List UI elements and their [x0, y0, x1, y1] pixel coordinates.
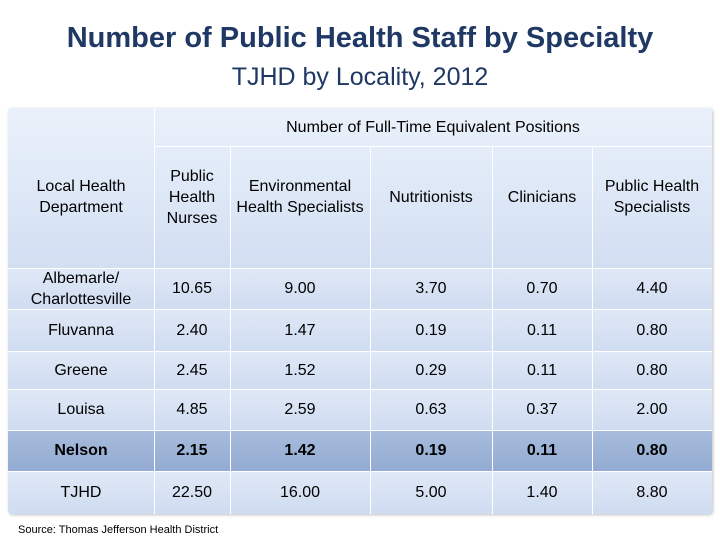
- page-title: Number of Public Health Staff by Special…: [66, 22, 654, 54]
- table-cell: 8.80: [636, 484, 668, 501]
- column-header: Clinicians: [507, 188, 577, 206]
- column-header: Public Health Specialists: [604, 178, 700, 216]
- table-cell: 4.85: [176, 401, 208, 418]
- group-header: Number of Full-Time Equivalent Positions: [286, 118, 580, 136]
- table-cell: 22.50: [171, 484, 213, 501]
- column-header: Environmental Health Specialists: [236, 178, 364, 216]
- table-cell: 2.45: [176, 361, 208, 379]
- column-header: Nutritionists: [389, 188, 473, 206]
- column-divider: [230, 146, 231, 514]
- table-row-band: [8, 309, 712, 351]
- row-name: Louisa: [57, 401, 105, 418]
- table-cell: 2.40: [176, 321, 208, 339]
- table-cell: 1.42: [284, 442, 316, 459]
- row-name: Greene: [54, 361, 108, 379]
- table-cell: 0.19: [415, 321, 447, 339]
- table-row-band: [8, 268, 712, 309]
- row-name: Albemarle/ Charlottesville: [30, 269, 132, 308]
- table-cell: 2.59: [284, 401, 316, 418]
- source-note: Source: Thomas Jefferson Health District: [18, 524, 219, 536]
- table-cell: 0.63: [415, 401, 447, 418]
- table-cell: 0.80: [636, 321, 668, 339]
- table-cell: 0.37: [526, 401, 558, 418]
- table-row-band: [8, 351, 712, 389]
- table-cell: 1.40: [526, 484, 558, 501]
- column-divider: [370, 146, 371, 514]
- row-header-label: Local Health Department: [36, 178, 126, 216]
- table-cell: 0.80: [636, 442, 668, 459]
- table-cell: 1.47: [284, 321, 316, 339]
- table-cell: 3.70: [415, 280, 447, 297]
- table-cell: 9.00: [284, 280, 316, 297]
- table-cell: 1.52: [284, 361, 316, 379]
- table-row-band: [8, 471, 712, 514]
- table-row-band: [8, 430, 712, 471]
- table-cell: 0.80: [636, 361, 668, 379]
- table-cell: 0.29: [415, 361, 447, 379]
- table-cell: 0.19: [415, 442, 447, 459]
- table-cell: 16.00: [279, 484, 321, 501]
- table-cell: 0.70: [526, 280, 558, 297]
- column-divider: [154, 108, 155, 514]
- table-cell: 0.11: [527, 321, 557, 339]
- table-cell: 5.00: [415, 484, 447, 501]
- table-cell: 0.11: [526, 442, 558, 459]
- table-cell: 4.40: [636, 280, 668, 297]
- row-name: Fluvanna: [48, 321, 114, 339]
- row-name: TJHD: [60, 484, 102, 501]
- table-row-band: [8, 389, 712, 430]
- table-cell: 0.11: [527, 361, 557, 379]
- row-name: Nelson: [54, 442, 108, 459]
- column-header: Public Health Nurses: [166, 167, 218, 227]
- table-cell: 10.65: [171, 280, 213, 297]
- column-divider: [492, 146, 493, 514]
- page-subtitle: TJHD by Locality, 2012: [231, 63, 489, 91]
- table-header-band: [8, 108, 712, 268]
- staff-table: Number of Full-Time Equivalent Positions…: [8, 108, 712, 514]
- table-cell: 2.15: [176, 442, 208, 459]
- group-header-divider: [154, 146, 712, 147]
- table-cell: 2.00: [636, 401, 668, 418]
- column-divider: [592, 146, 593, 514]
